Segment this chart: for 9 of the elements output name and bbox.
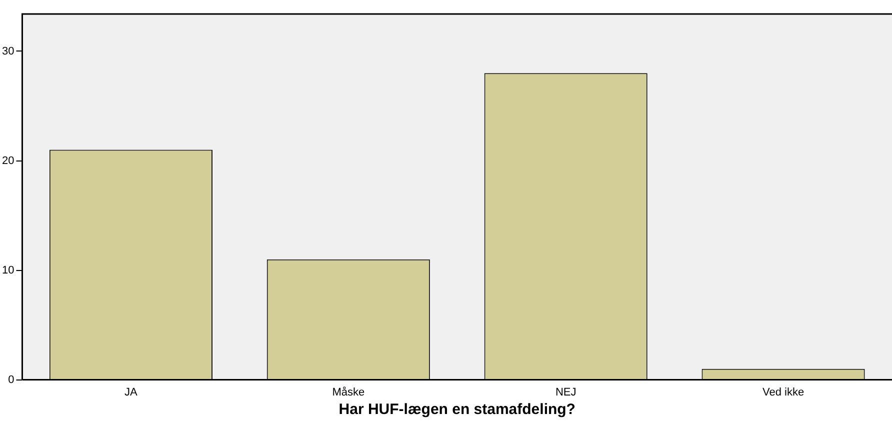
y-tick-label: 30: [2, 45, 14, 58]
x-tick-label: NEJ: [555, 386, 576, 398]
x-tick-label: JA: [124, 386, 138, 398]
x-tick-label: Ved ikke: [762, 386, 804, 398]
y-tick-label: 20: [2, 154, 14, 167]
x-axis-title: Har HUF-lægen en stamafdeling?: [338, 401, 576, 418]
y-tick-label: 10: [2, 264, 14, 276]
y-tick-label: 0: [8, 374, 14, 386]
x-tick-label: Måske: [332, 386, 365, 398]
